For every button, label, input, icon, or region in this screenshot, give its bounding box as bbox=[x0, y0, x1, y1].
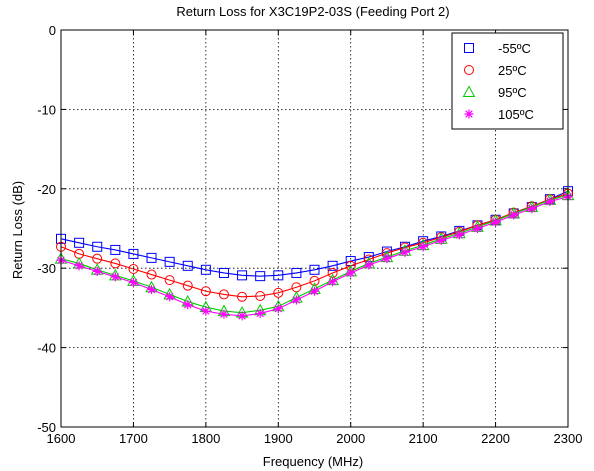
data-point bbox=[454, 230, 464, 240]
x-tick-label: 1600 bbox=[47, 431, 76, 446]
x-tick-label: 1800 bbox=[191, 431, 220, 446]
series-group bbox=[56, 192, 573, 321]
legend-marker bbox=[462, 85, 476, 97]
x-tick-label: 1900 bbox=[264, 431, 293, 446]
data-point bbox=[128, 248, 139, 259]
x-tick-label: 2200 bbox=[481, 431, 510, 446]
data-point bbox=[74, 261, 84, 271]
x-tick-label: 2000 bbox=[336, 431, 365, 446]
data-point bbox=[364, 260, 374, 270]
data-point bbox=[291, 295, 301, 305]
data-point bbox=[128, 277, 138, 287]
data-point bbox=[472, 224, 482, 233]
x-tick-label: 2300 bbox=[554, 431, 583, 446]
legend-marker bbox=[464, 43, 474, 53]
data-point bbox=[110, 258, 121, 269]
y-tick-label: 0 bbox=[49, 23, 56, 38]
legend-marker bbox=[464, 109, 474, 119]
data-point bbox=[219, 309, 229, 319]
data-point bbox=[310, 286, 319, 296]
y-tick-label: -50 bbox=[37, 420, 56, 435]
data-point bbox=[218, 267, 229, 278]
legend-label: 25ºC bbox=[498, 63, 527, 78]
data-point bbox=[273, 270, 284, 281]
legend-label: -55ºC bbox=[498, 41, 531, 56]
data-point bbox=[255, 308, 265, 318]
x-tick-label: 2100 bbox=[409, 431, 438, 446]
y-tick-label: -30 bbox=[37, 261, 56, 276]
y-tick-label: -40 bbox=[37, 341, 56, 356]
data-point bbox=[545, 197, 555, 207]
data-point bbox=[92, 241, 103, 252]
x-tick-label: 1700 bbox=[119, 431, 148, 446]
data-point bbox=[309, 275, 320, 286]
data-point bbox=[147, 285, 157, 295]
data-point bbox=[146, 252, 157, 263]
data-point bbox=[164, 256, 175, 267]
data-point bbox=[128, 263, 139, 274]
legend: -55ºC 25ºC 95ºC 105ºC bbox=[451, 32, 564, 130]
data-point bbox=[273, 287, 284, 298]
data-point bbox=[327, 260, 338, 271]
legend-label: 105ºC bbox=[498, 107, 534, 122]
data-point bbox=[146, 269, 157, 280]
data-point bbox=[346, 268, 356, 278]
plot-frame bbox=[60, 29, 569, 428]
x-axis-label: Frequency (MHz) bbox=[263, 454, 363, 469]
data-point bbox=[92, 266, 102, 276]
data-point bbox=[237, 291, 248, 302]
data-point bbox=[164, 275, 175, 286]
data-point bbox=[182, 260, 193, 271]
data-point bbox=[255, 271, 266, 282]
data-point bbox=[201, 306, 211, 316]
data-point bbox=[527, 204, 537, 214]
data-point bbox=[200, 264, 211, 275]
data-point bbox=[74, 237, 85, 248]
data-point bbox=[237, 270, 248, 281]
data-point bbox=[491, 217, 501, 227]
data-point bbox=[309, 264, 320, 275]
data-point bbox=[182, 280, 193, 291]
data-point bbox=[218, 289, 229, 300]
data-point bbox=[237, 311, 247, 321]
y-tick-label: -20 bbox=[37, 182, 56, 197]
data-point bbox=[110, 244, 121, 255]
data-point bbox=[382, 254, 392, 264]
chart-title: Return Loss for X3C19P2-03S (Feeding Por… bbox=[176, 4, 449, 19]
data-point bbox=[400, 247, 410, 257]
data-point bbox=[200, 286, 211, 297]
data-point bbox=[291, 267, 302, 278]
data-point bbox=[165, 292, 175, 302]
data-point bbox=[509, 210, 519, 220]
data-point bbox=[418, 242, 428, 252]
data-point bbox=[183, 300, 193, 310]
y-axis-label: Return Loss (dB) bbox=[10, 181, 25, 279]
legend-label: 95ºC bbox=[498, 85, 527, 100]
data-point bbox=[273, 304, 283, 314]
y-tick-label: -10 bbox=[37, 102, 56, 117]
data-point bbox=[92, 253, 103, 264]
data-point bbox=[110, 272, 120, 282]
legend-marker bbox=[464, 65, 474, 75]
data-point bbox=[436, 235, 446, 245]
data-point bbox=[255, 290, 266, 301]
data-point bbox=[328, 277, 338, 287]
series-line bbox=[60, 193, 569, 298]
